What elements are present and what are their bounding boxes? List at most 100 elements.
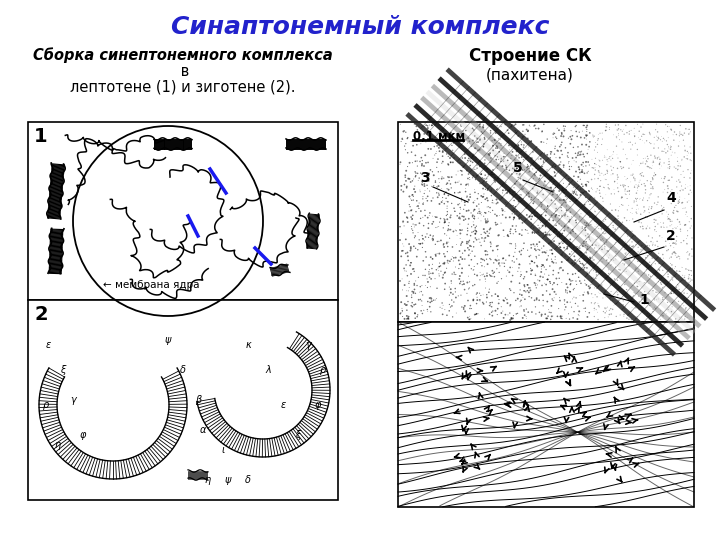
Point (545, 315, 557, 323)
Point (644, 272, 656, 281)
Point (631, 278, 643, 287)
Point (610, 247, 621, 256)
Point (557, 266, 569, 275)
Point (527, 165, 539, 173)
Point (522, 229, 534, 238)
Point (445, 158, 456, 167)
Point (543, 239, 554, 248)
Point (523, 288, 535, 296)
Point (493, 259, 505, 268)
Point (677, 131, 688, 139)
Point (585, 237, 596, 245)
Point (509, 179, 521, 188)
Point (613, 214, 624, 223)
Point (410, 157, 421, 166)
Point (576, 160, 588, 169)
Point (647, 233, 658, 242)
Point (674, 254, 685, 263)
Point (613, 206, 624, 215)
Point (686, 252, 698, 260)
Point (482, 260, 493, 268)
Point (459, 246, 471, 255)
Point (472, 209, 484, 218)
Point (508, 214, 520, 222)
Point (686, 302, 698, 310)
Point (395, 298, 407, 307)
Point (434, 218, 446, 226)
Point (645, 151, 657, 159)
Point (641, 263, 652, 272)
Point (621, 225, 632, 233)
Point (404, 192, 415, 201)
Point (528, 279, 540, 287)
Point (677, 204, 688, 213)
Point (479, 272, 490, 281)
Point (479, 262, 490, 271)
Point (660, 120, 672, 129)
Point (492, 185, 503, 193)
Point (558, 237, 570, 246)
Point (665, 259, 676, 268)
Point (402, 248, 413, 257)
Point (495, 140, 507, 149)
Point (429, 274, 441, 283)
Point (665, 217, 676, 226)
Point (490, 151, 501, 160)
Point (551, 274, 562, 283)
Point (556, 312, 567, 321)
Point (446, 279, 457, 287)
Point (483, 207, 495, 216)
Point (443, 191, 454, 200)
Point (580, 181, 592, 190)
Point (477, 123, 489, 132)
Point (518, 273, 530, 281)
Point (425, 127, 436, 136)
Point (600, 293, 611, 301)
Point (633, 133, 644, 142)
Point (596, 140, 608, 149)
Point (544, 184, 555, 192)
Point (662, 215, 674, 224)
Point (667, 247, 679, 256)
Point (642, 276, 653, 285)
Point (483, 150, 495, 159)
Point (536, 260, 547, 269)
Point (514, 279, 526, 287)
Point (552, 312, 563, 321)
Point (437, 152, 449, 160)
Point (662, 133, 674, 142)
Point (534, 224, 545, 232)
Point (467, 158, 478, 167)
Point (631, 195, 642, 204)
Point (526, 209, 538, 218)
Point (425, 166, 436, 174)
Point (523, 284, 534, 292)
Point (414, 240, 426, 248)
Point (407, 226, 418, 235)
Point (460, 181, 472, 190)
Point (613, 265, 625, 274)
Point (487, 141, 499, 150)
Point (480, 185, 491, 194)
Point (474, 145, 485, 154)
Point (430, 178, 441, 186)
Point (629, 198, 640, 207)
Point (591, 293, 603, 301)
Point (402, 272, 413, 280)
Point (485, 298, 496, 307)
Point (481, 272, 492, 280)
Point (582, 230, 594, 238)
Point (673, 271, 685, 280)
Point (529, 228, 541, 237)
Point (439, 230, 451, 238)
Point (657, 210, 668, 218)
Point (522, 286, 534, 295)
Point (681, 284, 693, 292)
Point (580, 158, 592, 166)
Point (514, 259, 526, 268)
Point (685, 221, 697, 230)
Point (443, 221, 454, 230)
Point (518, 156, 529, 164)
Point (599, 175, 611, 184)
Point (664, 160, 675, 168)
